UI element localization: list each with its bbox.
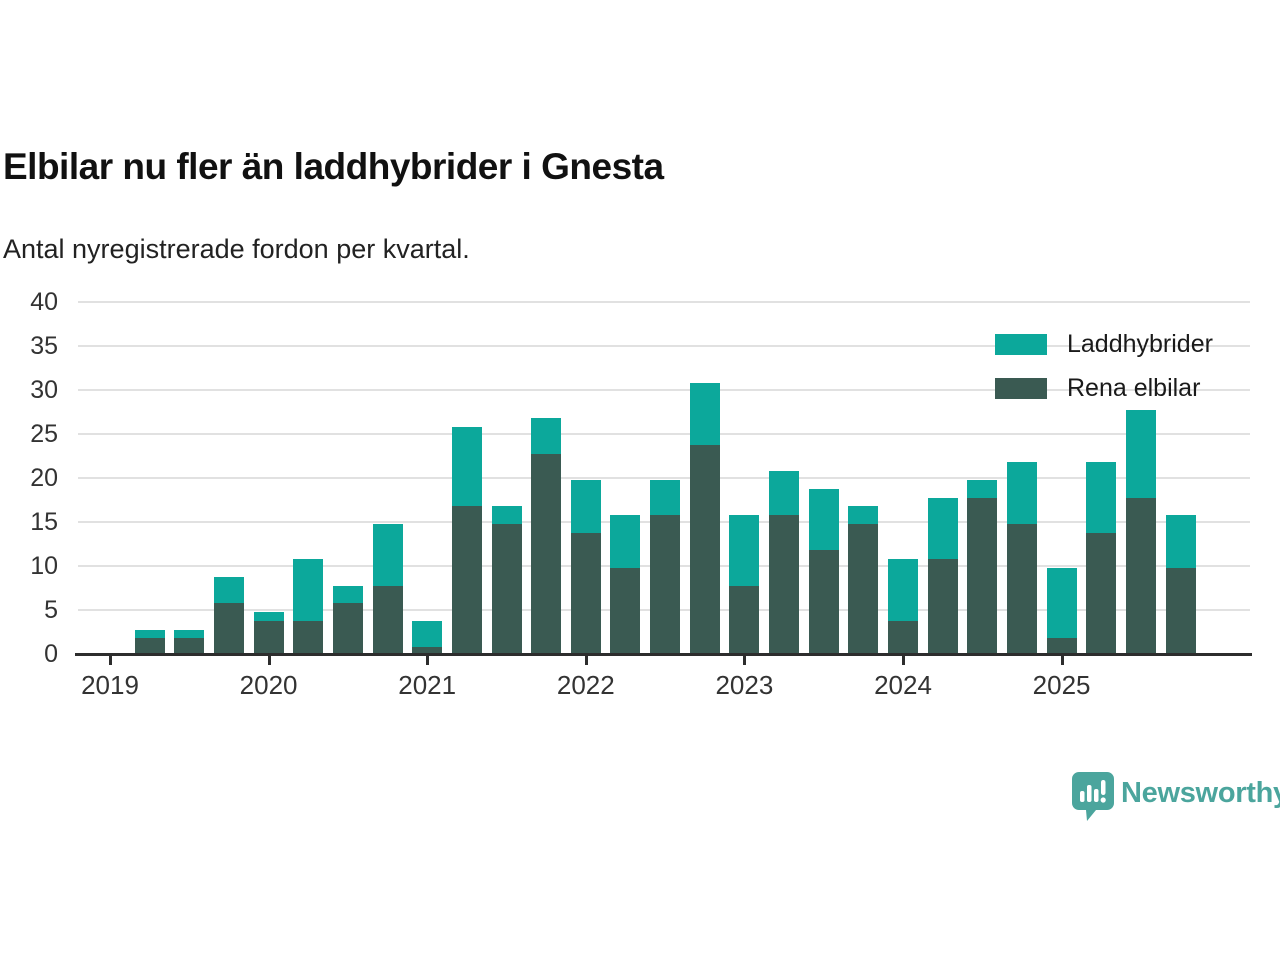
x-axis-line (75, 653, 1252, 656)
legend-label: Laddhybrider (1067, 330, 1213, 358)
gridline (78, 301, 1250, 303)
bar-segment-laddhybrider (689, 383, 720, 445)
legend: Laddhybrider Rena elbilar (995, 330, 1213, 418)
y-tick-label: 35 (30, 332, 58, 360)
bar-segment-laddhybrider (729, 515, 760, 586)
x-tick-label: 2021 (398, 670, 457, 700)
bar-segment-laddhybrider (1125, 409, 1156, 498)
x-tick-mark (902, 656, 905, 665)
y-tick-label: 25 (30, 420, 58, 448)
legend-label: Rena elbilar (1067, 374, 1201, 402)
y-tick-label: 40 (30, 288, 58, 316)
bar-segment-rena-elbilar (134, 638, 165, 656)
bar-segment-laddhybrider (808, 488, 839, 551)
y-tick-label: 0 (44, 640, 58, 668)
bar-segment-rena-elbilar (1006, 524, 1037, 656)
bar-segment-laddhybrider (927, 497, 958, 560)
y-tick-label: 30 (30, 376, 58, 404)
bar-segment-rena-elbilar (531, 453, 562, 656)
bar-segment-laddhybrider (531, 418, 562, 454)
bar-segment-laddhybrider (213, 576, 244, 604)
x-tick-mark (1060, 656, 1064, 665)
newsworthy-wordmark: Newsworthy (1121, 777, 1280, 809)
bar-segment-laddhybrider (174, 629, 205, 639)
bar-segment-rena-elbilar (808, 550, 839, 656)
bar-segment-rena-elbilar (570, 532, 601, 656)
bar-segment-rena-elbilar (451, 506, 482, 656)
y-tick-label: 10 (30, 552, 58, 580)
bar-segment-rena-elbilar (610, 568, 641, 656)
x-tick-mark (584, 656, 588, 665)
y-tick-label: 5 (44, 596, 58, 624)
gridline (78, 433, 1250, 435)
x-tick-mark (743, 656, 747, 665)
x-tick-label: 2025 (1032, 670, 1091, 700)
gridline (78, 389, 1250, 391)
bar-segment-rena-elbilar (1125, 497, 1156, 656)
gridline (78, 477, 1250, 479)
bar-segment-rena-elbilar (848, 524, 879, 656)
bar-segment-laddhybrider (1046, 568, 1077, 639)
bar-segment-rena-elbilar (372, 585, 403, 656)
bar-segment-rena-elbilar (213, 603, 244, 656)
bar-segment-rena-elbilar (927, 559, 958, 656)
y-tick-label: 15 (30, 508, 58, 536)
bar-segment-rena-elbilar (1046, 638, 1077, 656)
bar-segment-laddhybrider (570, 480, 601, 533)
bar-segment-laddhybrider (293, 559, 324, 621)
bar-segment-rena-elbilar (412, 647, 443, 656)
bar-segment-rena-elbilar (332, 603, 363, 656)
bar-segment-laddhybrider (610, 515, 641, 568)
chart-subtitle: Antal nyregistrerade fordon per kvartal. (3, 234, 470, 264)
y-tick-label: 20 (30, 464, 58, 492)
bar-segment-laddhybrider (967, 480, 998, 498)
newsworthy-logo: Newsworthy (1072, 772, 1280, 822)
bar-segment-laddhybrider (332, 585, 363, 604)
bar-segment-laddhybrider (412, 620, 443, 648)
bar-segment-laddhybrider (491, 506, 522, 524)
bar-segment-rena-elbilar (1086, 532, 1117, 656)
legend-swatch-rena-elbilar (995, 378, 1047, 399)
bar-segment-rena-elbilar (888, 620, 918, 656)
bar-segment-rena-elbilar (1165, 568, 1196, 656)
bar-segment-rena-elbilar (491, 524, 522, 656)
chart-title: Elbilar nu fler än laddhybrider i Gnesta (3, 146, 664, 187)
x-tick-mark (267, 656, 271, 665)
bar-segment-rena-elbilar (174, 638, 205, 656)
x-tick-mark (109, 656, 112, 665)
bar-segment-laddhybrider (1165, 515, 1196, 568)
bar-segment-laddhybrider (1006, 462, 1037, 524)
x-tick-label: 2023 (715, 670, 774, 700)
legend-item-rena-elbilar: Rena elbilar (995, 374, 1213, 403)
bar-segment-rena-elbilar (293, 620, 324, 656)
bar-segment-rena-elbilar (729, 585, 760, 656)
bar-segment-laddhybrider (253, 612, 284, 621)
x-tick-mark (426, 656, 430, 665)
bar-segment-laddhybrider (769, 471, 800, 516)
bar-segment-laddhybrider (888, 559, 918, 621)
legend-swatch-laddhybrider (995, 334, 1047, 355)
bar-segment-rena-elbilar (253, 620, 284, 656)
bar-segment-laddhybrider (650, 480, 681, 516)
bar-segment-rena-elbilar (650, 515, 681, 656)
gridline (78, 345, 1250, 347)
bar-segment-laddhybrider (848, 506, 879, 524)
bar-segment-laddhybrider (134, 629, 165, 639)
bar-segment-rena-elbilar (689, 444, 720, 656)
x-tick-label: 2022 (556, 670, 615, 700)
plot-area (78, 301, 1250, 656)
bar-segment-rena-elbilar (769, 515, 800, 656)
bar-segment-rena-elbilar (967, 497, 998, 656)
legend-item-laddhybrider: Laddhybrider (995, 330, 1213, 359)
newsworthy-logo-icon (1072, 772, 1114, 821)
bar-segment-laddhybrider (1086, 462, 1117, 533)
x-tick-label: 2019 (81, 670, 139, 700)
bar-segment-laddhybrider (451, 427, 482, 507)
bar-segment-laddhybrider (372, 524, 403, 586)
x-tick-label: 2024 (874, 670, 932, 700)
x-tick-label: 2020 (239, 670, 298, 700)
